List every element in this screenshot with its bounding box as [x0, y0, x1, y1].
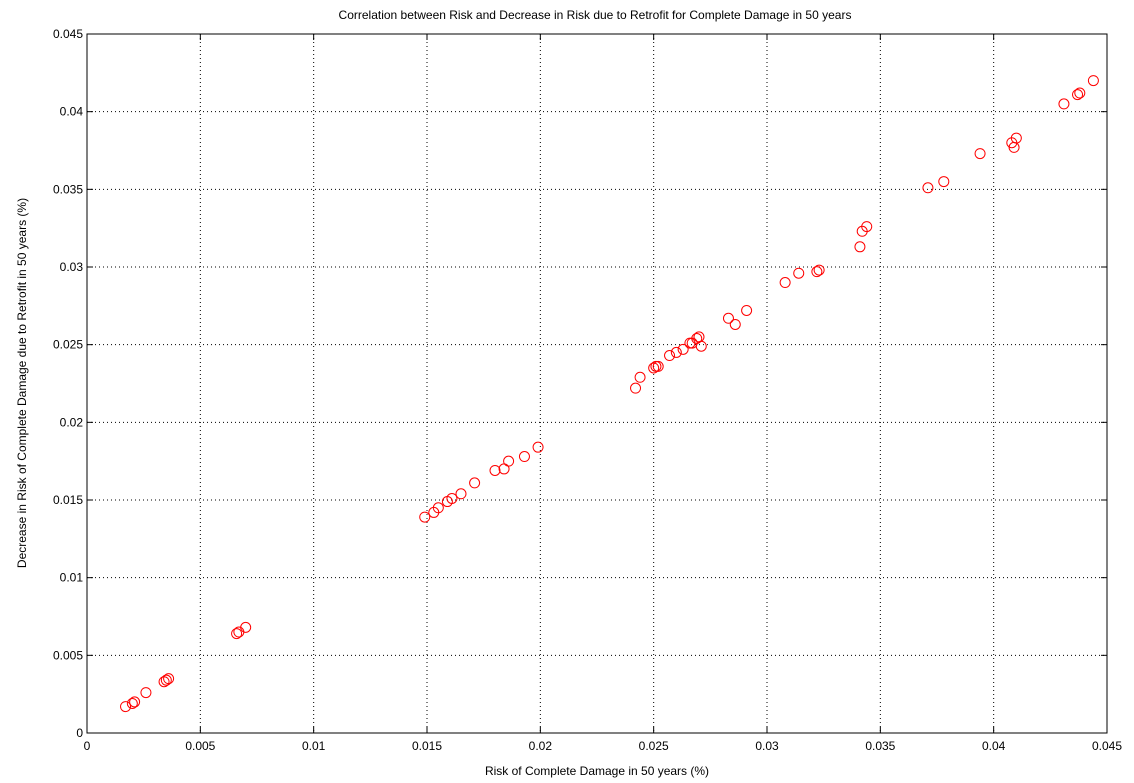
data-point: [677, 343, 689, 355]
axis-ticks: 0 0.005 0.01 0.015 0.02 0.025 0.03 0.035 0.04 0.0…: [53, 27, 1122, 753]
x-tick-label: 0.04: [982, 739, 1006, 753]
y-axis-label: Decrease in Risk of Complete Damage due …: [15, 198, 29, 568]
data-point: [854, 241, 866, 253]
data-point: [446, 492, 458, 504]
data-point: [1058, 98, 1070, 110]
plot-area: [87, 34, 1107, 733]
data-point: [432, 502, 444, 514]
data-point: [861, 221, 873, 233]
data-point: [140, 687, 152, 699]
data-point: [630, 382, 642, 394]
data-point: [634, 371, 646, 383]
y-tick-label: 0.035: [53, 182, 83, 196]
data-point: [489, 464, 501, 476]
data-point: [126, 697, 138, 709]
y-tick-label: 0.04: [60, 105, 84, 119]
data-point: [652, 360, 664, 372]
plot-frame: [86, 33, 1108, 734]
x-tick-label: 0.035: [865, 739, 895, 753]
data-point: [455, 488, 467, 500]
data-point: [240, 621, 252, 633]
data-point: [1087, 75, 1099, 87]
data-point: [469, 477, 481, 489]
data-point: [793, 267, 805, 279]
x-tick-label: 0.01: [302, 739, 326, 753]
data-point: [1072, 89, 1084, 101]
data-point: [1074, 87, 1086, 99]
chart-title: Correlation between Risk and Decrease in…: [339, 8, 852, 22]
data-point: [231, 628, 243, 640]
data-point: [670, 346, 682, 358]
y-tick-label: 0.045: [53, 27, 83, 41]
y-tick-label: 0.025: [53, 338, 83, 352]
data-point: [648, 362, 660, 374]
data-point: [129, 696, 141, 708]
x-tick-label: 0.005: [185, 739, 215, 753]
data-point: [120, 701, 132, 713]
x-axis-label: Risk of Complete Damage in 50 years (%): [485, 764, 709, 778]
data-point: [811, 266, 823, 278]
x-tick-label: 0.02: [529, 739, 553, 753]
data-point: [813, 264, 825, 276]
y-tick-label: 0.01: [60, 571, 84, 585]
data-point: [974, 148, 986, 160]
grid: [87, 34, 1107, 733]
x-tick-label: 0: [84, 739, 91, 753]
x-tick-label: 0.025: [639, 739, 669, 753]
data-point: [922, 182, 934, 194]
y-tick-label: 0.02: [60, 415, 84, 429]
data-point: [938, 176, 950, 188]
x-tick-label: 0.015: [412, 739, 442, 753]
y-tick-label: 0.015: [53, 493, 83, 507]
data-point: [163, 673, 175, 685]
x-tick-label: 0.045: [1092, 739, 1122, 753]
data-point: [664, 350, 676, 362]
data-point: [729, 318, 741, 330]
y-tick-label: 0.03: [60, 260, 84, 274]
data-point: [741, 304, 753, 316]
data-point: [532, 441, 544, 453]
y-tick-label: 0.005: [53, 648, 83, 662]
data-point: [419, 511, 431, 523]
data-points: [120, 75, 1099, 713]
x-tick-label: 0.03: [755, 739, 779, 753]
data-point: [779, 277, 791, 289]
data-point: [1010, 132, 1022, 144]
data-point: [160, 674, 172, 686]
data-point: [695, 340, 707, 352]
data-point: [518, 451, 530, 463]
data-point: [503, 455, 515, 467]
y-tick-label: 0: [76, 726, 83, 740]
data-point: [722, 312, 734, 324]
